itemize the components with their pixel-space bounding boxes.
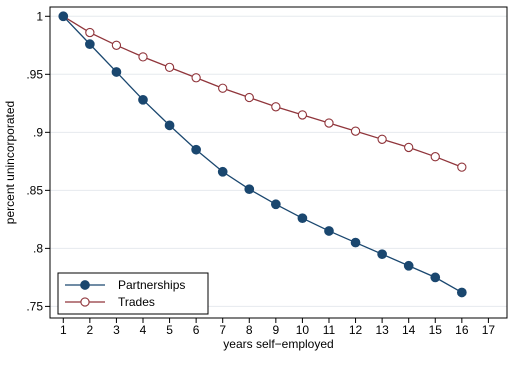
y-tick-label: .95 [26, 67, 43, 81]
point-trades [164, 62, 175, 72]
plot-frame [49, 6, 508, 319]
x-tick-label: 17 [482, 323, 496, 337]
point-trades [271, 102, 281, 112]
x-axis-label: years self−employed [223, 337, 333, 351]
series-line-trades [62, 15, 463, 168]
x-tick-label: 14 [402, 323, 416, 337]
point-trades [85, 27, 95, 38]
point-partnerships [58, 11, 69, 22]
point-trades [430, 152, 440, 162]
point-trades [244, 92, 254, 103]
legend: Partnerships Trades [57, 272, 209, 315]
point-trades [138, 52, 148, 62]
point-partnerships [217, 166, 228, 177]
y-tick-label: .9 [33, 125, 43, 139]
y-tick-label: 1 [36, 9, 43, 23]
y-axis: .75 .8 .85 .9 .95 1 [26, 9, 50, 313]
point-partnerships [111, 67, 122, 77]
x-tick-label: 5 [166, 323, 173, 337]
point-trades [191, 73, 201, 83]
x-tick-label: 4 [140, 323, 147, 337]
point-trades [218, 83, 228, 93]
point-partnerships [244, 184, 255, 195]
point-trades [111, 40, 122, 50]
point-trades [457, 162, 467, 172]
point-trades [324, 118, 334, 128]
point-partnerships [138, 94, 148, 105]
x-axis: 1 2 3 4 5 6 7 8 9 10 11 12 13 14 15 16 17 [60, 318, 495, 337]
point-partnerships [85, 39, 95, 49]
point-partnerships [191, 144, 201, 155]
x-tick-label: 2 [87, 323, 94, 337]
point-partnerships [350, 237, 361, 248]
series-group [58, 11, 467, 298]
legend-box [57, 272, 209, 315]
point-partnerships [377, 249, 387, 260]
legend-marker-partnerships [80, 280, 90, 290]
point-trades [297, 110, 308, 120]
y-tick-label: .75 [26, 299, 43, 313]
point-partnerships [324, 226, 334, 236]
x-tick-label: 3 [113, 323, 120, 337]
x-tick-label: 11 [323, 323, 336, 337]
point-partnerships [430, 272, 441, 283]
y-tick-label: .85 [26, 183, 43, 197]
x-tick-label: 12 [349, 323, 363, 337]
x-tick-label: 10 [296, 323, 310, 337]
legend-label-trades: Trades [118, 295, 155, 309]
point-partnerships [403, 260, 414, 271]
x-tick-label: 9 [272, 323, 279, 337]
x-tick-label: 16 [455, 323, 469, 337]
point-trades [404, 142, 414, 153]
point-partnerships [164, 120, 175, 131]
point-partnerships [270, 199, 281, 210]
series-line-partnerships [62, 15, 463, 294]
point-partnerships [456, 287, 467, 298]
y-axis-label: percent unincorporated [3, 101, 17, 224]
point-partnerships [297, 213, 308, 224]
point-trades [350, 126, 361, 136]
x-tick-label: 13 [375, 323, 389, 337]
x-tick-label: 1 [60, 323, 67, 337]
legend-marker-trades [80, 297, 90, 307]
x-tick-label: 15 [429, 323, 443, 337]
x-tick-label: 7 [219, 323, 226, 337]
point-trades [377, 134, 387, 144]
x-tick-label: 8 [246, 323, 253, 337]
x-tick-label: 6 [193, 323, 200, 337]
y-tick-label: .8 [33, 241, 43, 255]
legend-label-partnerships: Partnerships [118, 278, 185, 292]
